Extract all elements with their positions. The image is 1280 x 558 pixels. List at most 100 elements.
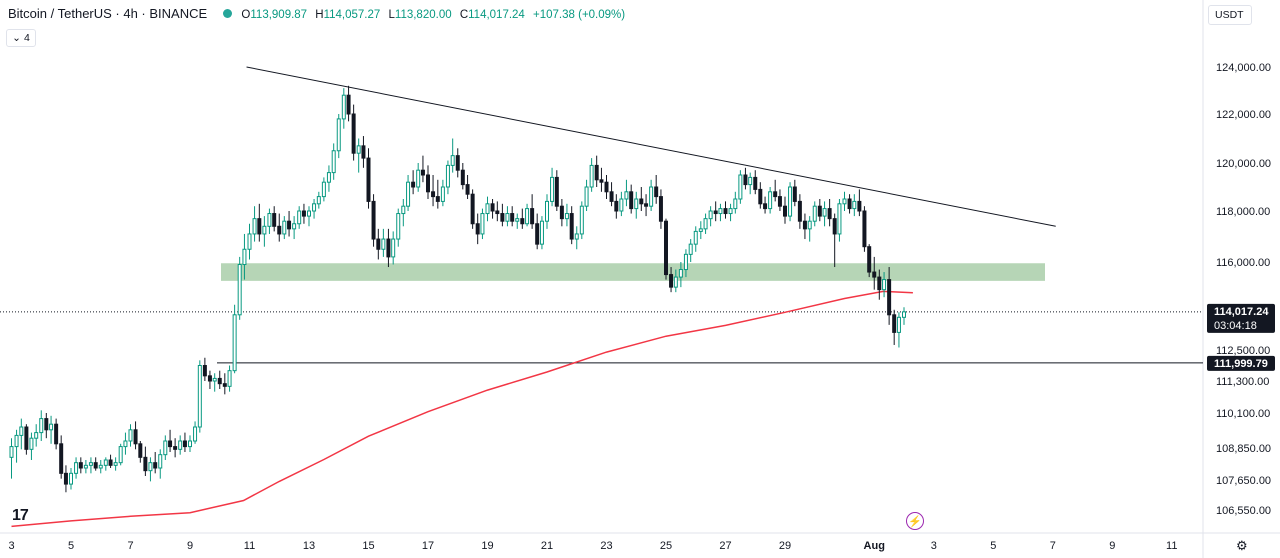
- candle-body: [624, 191, 629, 200]
- support-price-badge-bg: [1207, 355, 1275, 371]
- candle-body: [445, 164, 450, 188]
- candle-body: [788, 186, 793, 217]
- lightning-icon[interactable]: ⚡: [906, 512, 924, 530]
- candle-body: [718, 208, 723, 215]
- candle-body: [93, 462, 98, 469]
- candle-body: [381, 238, 386, 250]
- support-zone: [221, 263, 1045, 281]
- candle-body: [74, 462, 79, 474]
- candle-body: [867, 246, 872, 273]
- candle-body: [490, 203, 495, 212]
- candle-body: [63, 472, 68, 485]
- candle-body: [480, 213, 485, 235]
- candle-body: [599, 179, 604, 183]
- candle-body: [827, 208, 832, 220]
- symbol-title[interactable]: Bitcoin / TetherUS · 4h · BINANCE: [8, 6, 208, 21]
- price-tick-label: 110,100.00: [1216, 408, 1270, 420]
- currency-selector[interactable]: USDT: [1208, 5, 1252, 25]
- candle-body: [376, 238, 381, 250]
- price-tick-label: 120,000.00: [1216, 158, 1271, 170]
- candle-body: [197, 365, 202, 428]
- candle-body: [505, 213, 510, 222]
- candle-body: [545, 200, 549, 222]
- candle-body: [232, 314, 237, 372]
- last-price-badge-bg: [1207, 303, 1275, 333]
- time-tick-label: 21: [541, 540, 553, 552]
- candle-body: [634, 198, 639, 210]
- candle-body: [406, 181, 411, 207]
- candle-body: [366, 157, 371, 202]
- candle-body: [708, 210, 713, 220]
- ohlc-readout: O113,909.87 H114,057.27 L113,820.00 C114…: [241, 9, 625, 21]
- time-tick-label: 5: [990, 540, 996, 552]
- candle-body: [262, 225, 267, 235]
- candle-body: [792, 186, 797, 202]
- time-tick-label: 25: [660, 540, 672, 552]
- candle-body: [287, 220, 292, 230]
- candle-body: [118, 446, 123, 464]
- candle-body: [361, 145, 366, 159]
- candle-body: [723, 208, 728, 215]
- candle-body: [579, 205, 584, 235]
- candle-body: [728, 208, 733, 215]
- price-tick-label: 112,500.00: [1216, 345, 1270, 357]
- candle-body: [644, 203, 649, 207]
- candle-body: [902, 311, 906, 318]
- candle-body: [426, 174, 430, 193]
- candle-body: [569, 213, 574, 240]
- candle-body: [103, 459, 108, 466]
- tradingview-logo-icon[interactable]: 17: [12, 507, 29, 524]
- gear-icon[interactable]: ⚙: [1236, 538, 1248, 553]
- candle-body: [485, 203, 490, 215]
- candle-body: [133, 429, 138, 445]
- candle-body: [19, 426, 24, 436]
- time-tick-label: 27: [719, 540, 731, 552]
- candle-body: [758, 188, 763, 205]
- candle-body: [297, 210, 302, 225]
- candle-body: [386, 238, 391, 258]
- candle-body: [862, 210, 867, 248]
- price-tick-label: 111,300.00: [1216, 376, 1269, 388]
- candle-body: [292, 223, 297, 230]
- candle-body: [88, 462, 93, 466]
- candle-body: [158, 454, 163, 469]
- candle-body: [54, 423, 59, 445]
- candle-body: [217, 377, 222, 385]
- candle-body: [371, 200, 376, 240]
- time-tick-label: 11: [1166, 540, 1177, 552]
- candle-body: [629, 191, 634, 210]
- candle-body: [550, 176, 555, 202]
- candle-body: [515, 218, 520, 222]
- candle-body: [812, 205, 817, 222]
- time-tick-label: 9: [1109, 540, 1115, 552]
- candle-body: [138, 443, 143, 458]
- candle-body: [416, 169, 421, 188]
- moving-average-line: [11, 290, 913, 528]
- time-tick-label: 3: [931, 540, 937, 552]
- candle-body: [411, 181, 416, 188]
- candle-body: [783, 205, 787, 217]
- candle-body: [202, 365, 207, 377]
- candle-body: [639, 198, 644, 205]
- candle-body: [654, 186, 659, 198]
- candle-body: [822, 208, 827, 217]
- candle-body: [39, 418, 44, 434]
- candle-body: [594, 164, 599, 181]
- candle-body: [559, 205, 564, 220]
- indicator-toggle-button[interactable]: ⌄ 4: [6, 29, 36, 47]
- candle-body: [530, 208, 535, 225]
- candle-body: [83, 464, 88, 469]
- candle-body: [78, 462, 83, 469]
- time-tick-label: 17: [422, 540, 434, 552]
- candle-body: [188, 440, 192, 448]
- candle-body: [396, 213, 401, 240]
- candle-body: [143, 456, 148, 472]
- candle-body: [896, 316, 901, 333]
- candle-body: [495, 210, 500, 215]
- candle-body: [460, 169, 465, 186]
- candle-body: [227, 370, 232, 387]
- candle-body: [604, 181, 609, 193]
- time-tick-label: 9: [187, 540, 193, 552]
- time-tick-label: Aug: [864, 540, 885, 552]
